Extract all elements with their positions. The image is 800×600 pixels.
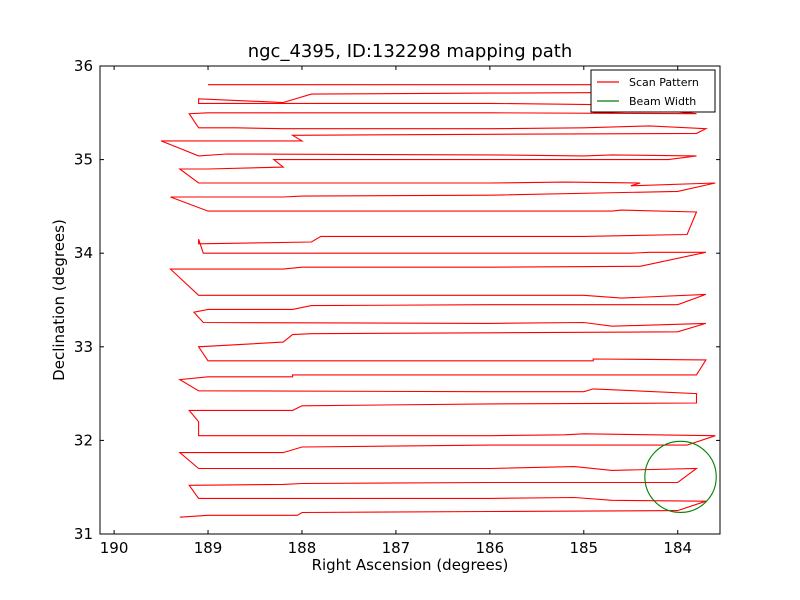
x-tick-label: 186 — [476, 539, 505, 557]
scan-pattern-line — [160, 84, 716, 518]
y-axis-label: Declination (degrees) — [50, 219, 68, 381]
series-layer — [160, 84, 716, 518]
y-tick-label: 33 — [74, 338, 93, 356]
plot-frame — [99, 65, 721, 535]
legend-box — [590, 69, 716, 113]
legend: Scan Pattern Beam Width — [590, 69, 716, 113]
y-tick-label: 36 — [74, 57, 93, 75]
x-tick-label: 185 — [569, 539, 598, 557]
y-tick-label: 34 — [74, 244, 93, 262]
x-axis-label: Right Ascension (degrees) — [312, 556, 509, 574]
beam-layer — [644, 440, 717, 514]
y-tick-label: 31 — [74, 525, 93, 543]
chart-title: ngc_4395, ID:132298 mapping path — [248, 41, 573, 62]
legend-beam-width-label: Beam Width — [629, 95, 696, 108]
x-tick-label: 188 — [288, 539, 317, 557]
x-tick-label: 187 — [382, 539, 411, 557]
legend-scan-pattern-label: Scan Pattern — [629, 76, 699, 89]
x-tick-label: 184 — [663, 539, 692, 557]
beam-width-circle — [644, 440, 717, 514]
x-tick-label: 189 — [194, 539, 223, 557]
y-tick-label: 35 — [74, 151, 93, 169]
x-axis-ticks: 190 189 188 187 186 185 184 — [100, 66, 692, 557]
y-axis-ticks: 31 32 33 34 35 36 — [74, 57, 720, 543]
y-tick-label: 32 — [74, 431, 93, 449]
plot-area — [99, 65, 721, 535]
x-tick-label: 190 — [100, 539, 129, 557]
plot-background — [100, 66, 720, 534]
